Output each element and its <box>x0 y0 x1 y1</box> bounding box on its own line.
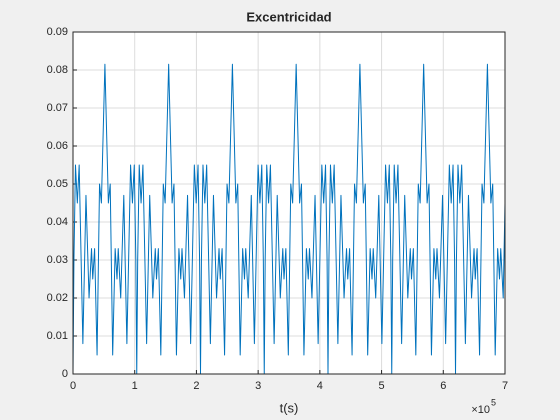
data-line <box>72 63 506 375</box>
chart-title: Excentricidad <box>246 9 331 24</box>
x-tick-label: 5 <box>379 380 385 392</box>
y-tick-label: 0.05 <box>47 178 68 190</box>
x-multiplier: ×10 <box>471 404 490 416</box>
x-tick-label: 7 <box>502 380 508 392</box>
x-tick-label: 0 <box>70 380 76 392</box>
x-tick-label: 6 <box>440 380 446 392</box>
y-tick-label: 0.08 <box>47 64 68 76</box>
y-tick-label: 0.04 <box>47 216 68 228</box>
x-axis-label: t(s) <box>280 400 299 415</box>
y-tick-label: 0.03 <box>47 254 68 266</box>
y-tick-label: 0 <box>62 368 68 380</box>
x-tick-label: 1 <box>132 380 138 392</box>
x-multiplier-exponent: 5 <box>491 397 496 407</box>
y-tick-label: 0.06 <box>47 140 68 152</box>
y-tick-label: 0.01 <box>47 330 68 342</box>
x-tick-label: 3 <box>255 380 261 392</box>
x-tick-label: 2 <box>193 380 199 392</box>
axes-box <box>72 31 506 375</box>
y-tick-label: 0.09 <box>47 26 68 38</box>
x-tick-label: 4 <box>317 380 323 392</box>
y-tick-label: 0.02 <box>47 292 68 304</box>
y-tick-label: 0.07 <box>47 102 68 114</box>
